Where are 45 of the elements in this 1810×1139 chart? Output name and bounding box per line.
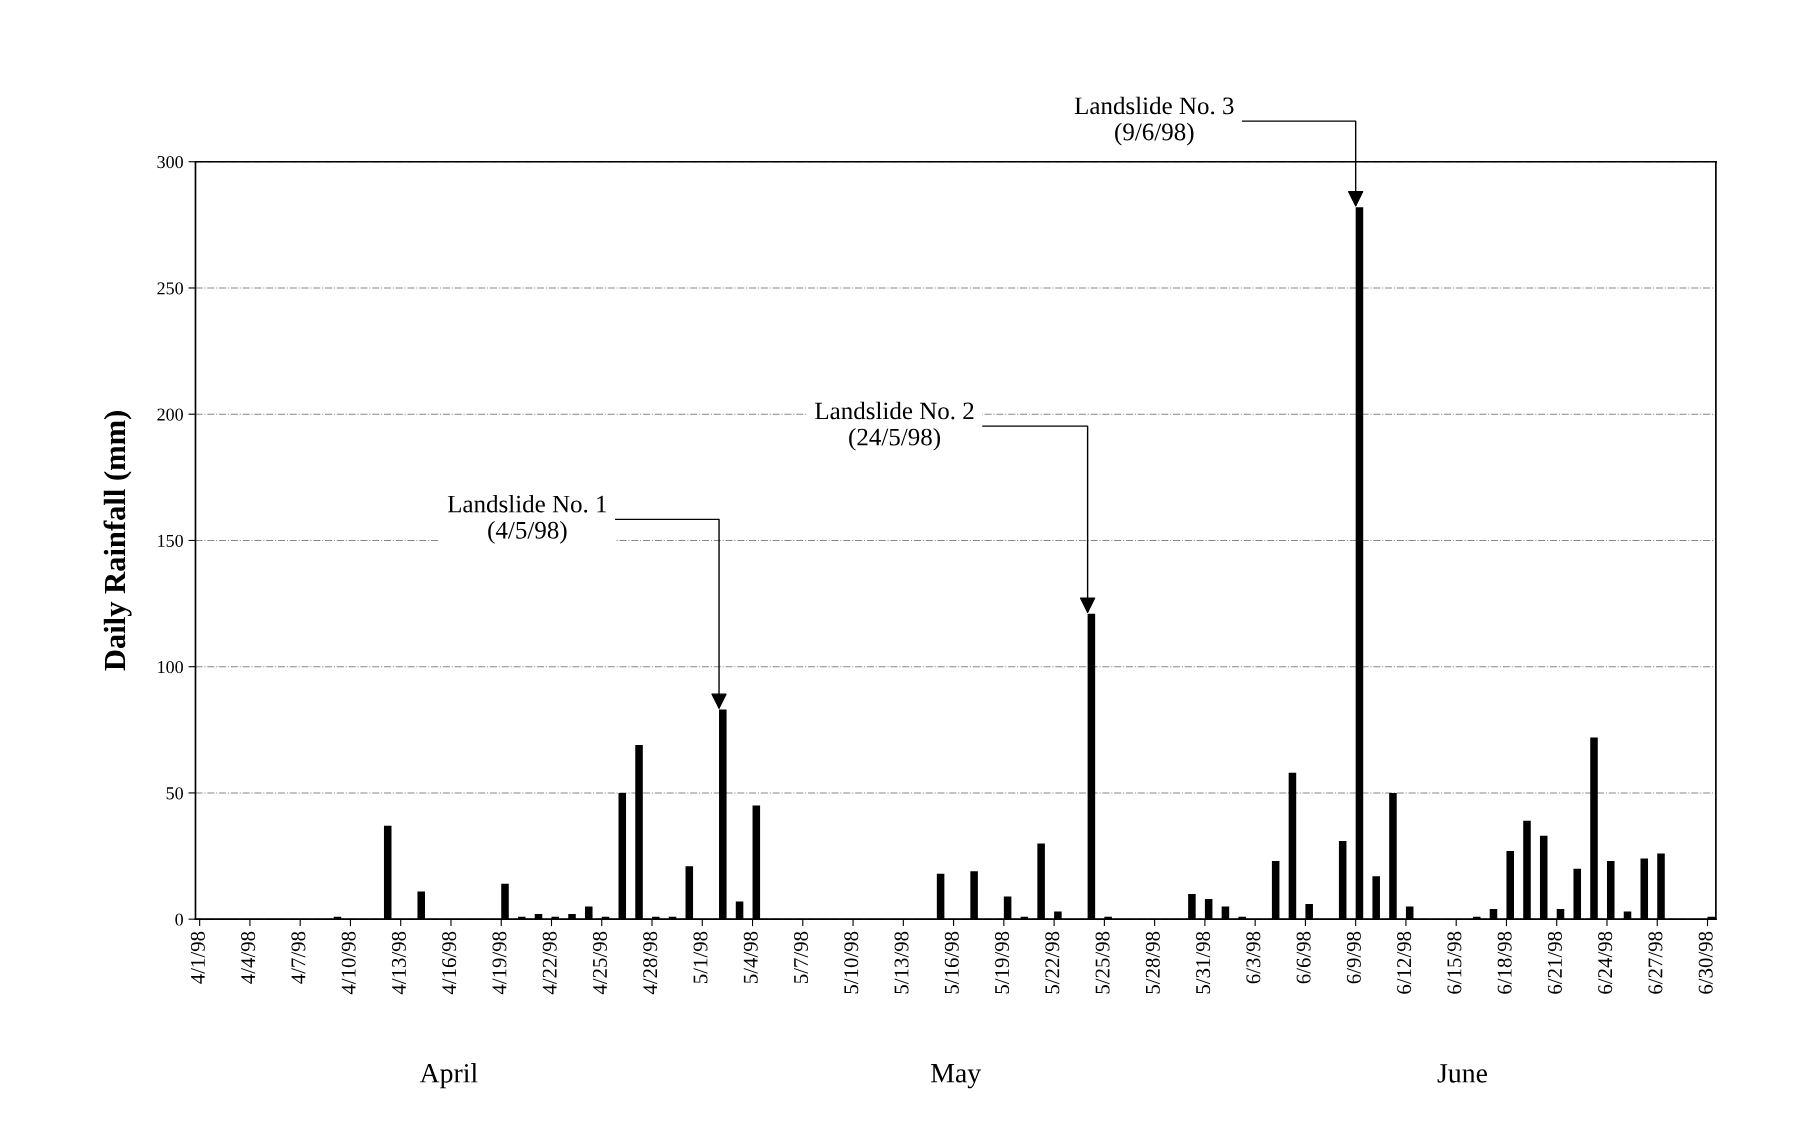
x-tick-label: 5/4/98 [743,931,758,984]
x-tick-label: 5/1/98 [693,931,708,984]
x-tick-label: 6/12/98 [1397,931,1412,994]
x-tick-label: 5/28/98 [1145,931,1160,994]
x-tick-label: 5/13/98 [894,931,909,994]
x-tick-label: 6/24/98 [1598,931,1613,994]
x-tick-label: 4/28/98 [643,931,658,995]
text: May [931,1064,982,1089]
y-tick-label: 250 [157,282,183,295]
x-tick-label: 5/25/98 [1095,931,1110,994]
x-tick-label: 6/21/98 [1547,931,1562,994]
x-tick-label: 5/7/98 [793,931,809,984]
x-tick-label: 4/7/98 [291,931,306,984]
x-tick-label: 5/16/98 [944,931,959,994]
x-tick-label: 5/19/98 [995,931,1010,994]
x-tick-label: 6/6/98 [1296,931,1311,984]
annotation: Landslide No. 3 (9/6/98) [1074,96,1234,146]
y-tick-label: 200 [157,408,183,421]
x-tick-label: 4/10/98 [341,931,356,995]
x-tick-label: 6/27/98 [1648,931,1663,994]
x-tick-label: 4/13/98 [391,931,406,995]
y-tick-label: 0 [175,913,183,926]
x-tick-label: 6/30/98 [1698,931,1713,994]
y-tick-label: 100 [158,660,183,674]
x-tick-label: 5/31/98 [1196,931,1211,994]
y-tick-label: 50 [166,787,183,800]
x-tick-label: 4/19/98 [492,931,507,995]
y-axis-title: Daily Rainfall (mm) [103,411,132,671]
annotation: Landslide No. 1 (4/5/98) [447,494,607,544]
x-tick-label: 5/10/98 [844,931,859,994]
x-tick-label: 6/15/98 [1447,931,1462,994]
x-tick-label: 6/3/98 [1246,931,1261,984]
x-tick-label: 4/16/98 [442,931,457,995]
x-tick-label: 6/9/98 [1346,931,1361,984]
x-tick-label: 4/4/98 [241,931,256,984]
x-tick-label: 4/22/98 [542,931,557,995]
x-tick-label: 5/22/98 [1045,931,1060,994]
annotation: Landslide No. 2 (24/5/98) [815,401,974,451]
text: June [1437,1064,1487,1083]
x-tick-label: 4/1/98 [190,931,205,984]
text: April [419,1063,478,1089]
y-tick-label: 150 [158,534,183,547]
x-tick-label: 4/25/98 [592,931,607,995]
y-tick-label: 300 [157,156,183,169]
x-tick-label: 6/18/98 [1497,931,1512,994]
